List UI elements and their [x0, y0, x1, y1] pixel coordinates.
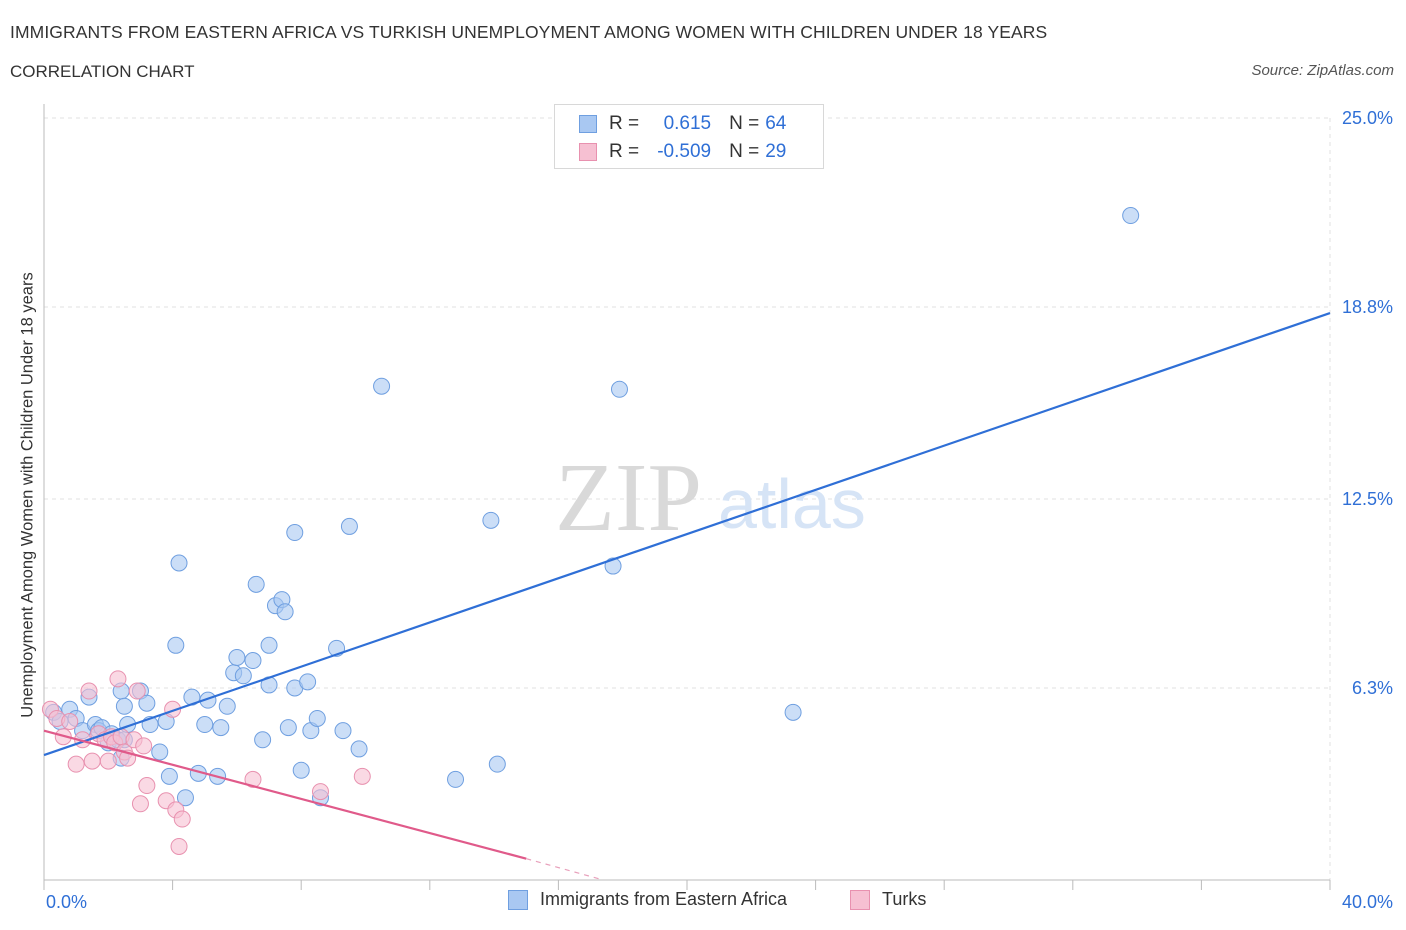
r-label: R =: [609, 141, 640, 162]
trend-lines: [43, 312, 1331, 881]
data-point: [218, 697, 236, 715]
data-point: [1122, 207, 1140, 225]
data-point: [488, 755, 506, 773]
watermark-zip: ZIP: [555, 444, 702, 552]
data-point: [234, 667, 252, 685]
data-point: [170, 837, 188, 855]
data-point: [340, 517, 358, 535]
data-point: [212, 719, 230, 737]
trend-line-turks-extension: [526, 858, 604, 881]
r-value: 0.615: [663, 113, 712, 134]
data-point: [350, 740, 368, 758]
data-point: [115, 697, 133, 715]
data-point: [286, 524, 304, 542]
data-point: [254, 731, 272, 749]
data-point: [292, 761, 310, 779]
data-point: [482, 511, 500, 529]
series-legend: Immigrants from Eastern Africa Turks: [0, 889, 1406, 915]
data-point: [244, 770, 262, 788]
legend-row-turks: R = -0.509 N = 29: [579, 140, 786, 164]
r-label: R =: [609, 113, 640, 134]
legend-item-immigrants: Immigrants from Eastern Africa: [508, 889, 787, 910]
axes: [43, 104, 1331, 890]
data-point: [353, 767, 371, 785]
n-label: N =: [729, 113, 760, 134]
data-point: [176, 789, 194, 807]
legend-item-turks: Turks: [850, 889, 926, 910]
y-tick-label: 18.8%: [1342, 297, 1393, 317]
data-point: [160, 767, 178, 785]
data-point: [173, 810, 191, 828]
data-point: [299, 673, 317, 691]
tick-labels: 6.3% 12.5% 18.8% 25.0% 0.0% 40.0%: [46, 108, 1393, 912]
data-point: [334, 722, 352, 740]
watermark: ZIP atlas: [555, 444, 866, 552]
data-point: [610, 380, 628, 398]
y-tick-label: 6.3%: [1352, 678, 1393, 698]
y-tick-label: 25.0%: [1342, 108, 1393, 128]
chart-title: IMMIGRANTS FROM EASTERN AFRICA VS TURKIS…: [10, 22, 1048, 42]
watermark-atlas: atlas: [718, 465, 866, 543]
data-point: [61, 713, 79, 731]
data-point: [373, 377, 391, 395]
data-point: [170, 554, 188, 572]
data-point: [138, 777, 156, 795]
legend-label-turks: Turks: [882, 889, 927, 909]
data-point: [260, 636, 278, 654]
data-point: [151, 743, 169, 761]
trend-line-turks: [43, 729, 527, 860]
n-label: N =: [729, 141, 760, 162]
n-value: 29: [765, 141, 787, 162]
n-value: 64: [765, 113, 787, 134]
data-point: [167, 636, 185, 654]
source-label: Source: ZipAtlas.com: [1251, 62, 1394, 79]
data-point: [308, 709, 326, 727]
data-point: [276, 603, 294, 621]
data-point: [131, 795, 149, 813]
data-point: [311, 783, 329, 801]
legend-swatch-blue: [579, 115, 597, 133]
data-point: [138, 694, 156, 712]
data-point: [784, 703, 802, 721]
data-point: [128, 682, 146, 700]
trend-line-immigrants: [43, 312, 1331, 757]
data-point: [247, 575, 265, 593]
data-point: [447, 770, 465, 788]
y-tick-label: 12.5%: [1342, 489, 1393, 509]
data-point: [83, 752, 101, 770]
data-point: [135, 737, 153, 755]
chart-subtitle: CORRELATION CHART: [10, 62, 195, 81]
data-point: [244, 652, 262, 670]
legend-row-immigrants: R = 0.615 N = 64: [579, 112, 786, 136]
data-point: [109, 670, 127, 688]
data-point: [99, 752, 117, 770]
y-axis-label: Unemployment Among Women with Children U…: [18, 272, 37, 718]
data-point: [67, 755, 85, 773]
x-tick-label: 40.0%: [1342, 892, 1393, 912]
r-value: -0.509: [657, 141, 712, 162]
data-point: [228, 648, 246, 666]
data-point: [80, 682, 98, 700]
data-point: [279, 719, 297, 737]
legend-swatch-blue: [508, 889, 528, 910]
legend-label-immigrants: Immigrants from Eastern Africa: [540, 889, 788, 909]
legend-swatch-pink: [850, 889, 870, 910]
data-point: [604, 557, 622, 575]
legend-swatch-pink: [579, 143, 597, 161]
data-point: [196, 716, 214, 734]
x-tick-label: 0.0%: [46, 892, 87, 912]
correlation-legend: R = 0.615 N = 64 R = -0.509 N = 29: [554, 104, 824, 169]
